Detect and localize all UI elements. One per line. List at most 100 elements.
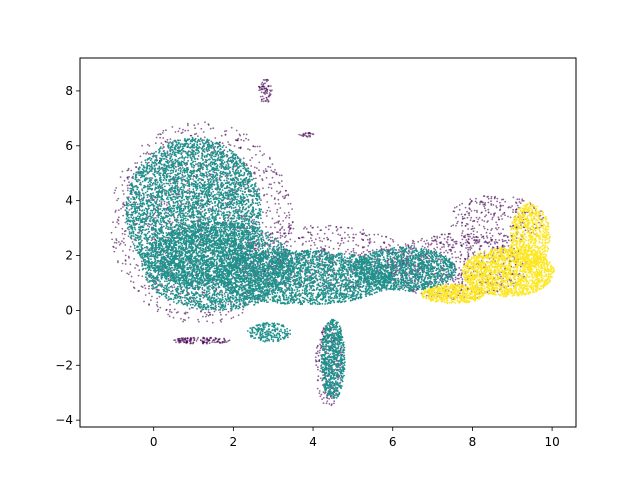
data-point (210, 140, 213, 143)
data-point (192, 342, 194, 345)
data-point (304, 132, 307, 135)
data-point (165, 211, 168, 214)
data-point (491, 234, 494, 237)
data-point (326, 236, 328, 239)
data-point (171, 126, 174, 128)
data-point (459, 261, 462, 263)
data-point (190, 339, 193, 342)
data-point (305, 135, 308, 138)
data-point (252, 145, 255, 148)
data-point (439, 260, 442, 263)
data-point (193, 133, 196, 136)
data-point (123, 204, 126, 207)
data-point (116, 199, 118, 202)
data-point (208, 311, 211, 314)
data-point (413, 290, 416, 293)
data-point (187, 122, 189, 125)
data-point (250, 165, 253, 167)
data-point (223, 130, 226, 133)
data-point (480, 233, 483, 236)
data-point (238, 208, 241, 211)
data-point (444, 233, 446, 236)
data-point (521, 200, 524, 202)
data-point (361, 238, 363, 241)
data-point (151, 295, 153, 298)
data-point (216, 177, 218, 179)
data-point (166, 204, 168, 206)
data-point (506, 241, 508, 244)
data-point (196, 338, 199, 340)
data-point (315, 238, 317, 241)
data-point (509, 206, 512, 209)
data-point (211, 157, 213, 159)
data-point (121, 227, 124, 230)
data-point (318, 351, 321, 354)
data-point (232, 255, 235, 258)
data-point (189, 134, 192, 137)
data-point (414, 267, 416, 270)
data-point (243, 216, 246, 218)
data-point (136, 222, 138, 225)
data-point (165, 308, 168, 311)
data-point (269, 236, 272, 239)
data-point (165, 197, 168, 200)
data-point (454, 276, 457, 279)
data-point (171, 226, 174, 229)
data-point (471, 227, 474, 230)
data-point (463, 263, 466, 265)
data-point (454, 242, 457, 245)
data-point (194, 127, 197, 130)
data-point (134, 267, 137, 269)
data-point (202, 131, 205, 133)
data-point (247, 138, 250, 141)
data-point (245, 193, 248, 196)
data-point (321, 247, 324, 250)
data-point (162, 137, 165, 139)
data-point (255, 208, 257, 211)
data-point (224, 197, 227, 199)
data-point (154, 217, 157, 219)
data-point (524, 229, 527, 232)
data-point (139, 229, 142, 232)
data-point (230, 310, 232, 312)
data-point (499, 209, 501, 212)
data-point (186, 311, 189, 314)
data-point (484, 215, 486, 218)
data-point (487, 197, 490, 200)
data-point (450, 225, 453, 228)
data-point (230, 317, 233, 320)
data-point (237, 314, 240, 317)
data-point (178, 337, 181, 340)
data-point (261, 85, 264, 88)
data-point (269, 85, 272, 87)
data-point (464, 225, 467, 227)
data-point (143, 284, 146, 287)
data-point (167, 277, 170, 280)
points-layer (110, 78, 555, 407)
data-point (353, 251, 355, 254)
data-point (352, 233, 355, 236)
data-point (518, 201, 521, 203)
data-point (205, 341, 208, 344)
data-point (140, 260, 143, 263)
data-point (243, 183, 246, 186)
data-point (475, 235, 478, 238)
data-point (252, 206, 255, 209)
data-point (432, 240, 435, 242)
data-point (490, 195, 493, 198)
data-point (421, 237, 423, 240)
data-point (158, 165, 161, 168)
data-point (180, 168, 183, 170)
data-point (156, 305, 159, 308)
data-point (126, 184, 129, 187)
data-point (206, 320, 209, 323)
data-point (331, 397, 333, 400)
data-point (328, 403, 331, 405)
data-point (487, 211, 490, 214)
data-point (207, 293, 210, 296)
data-point (498, 239, 501, 242)
data-point (113, 250, 116, 253)
data-point (137, 264, 139, 267)
data-point (162, 146, 165, 148)
data-point (193, 124, 196, 127)
